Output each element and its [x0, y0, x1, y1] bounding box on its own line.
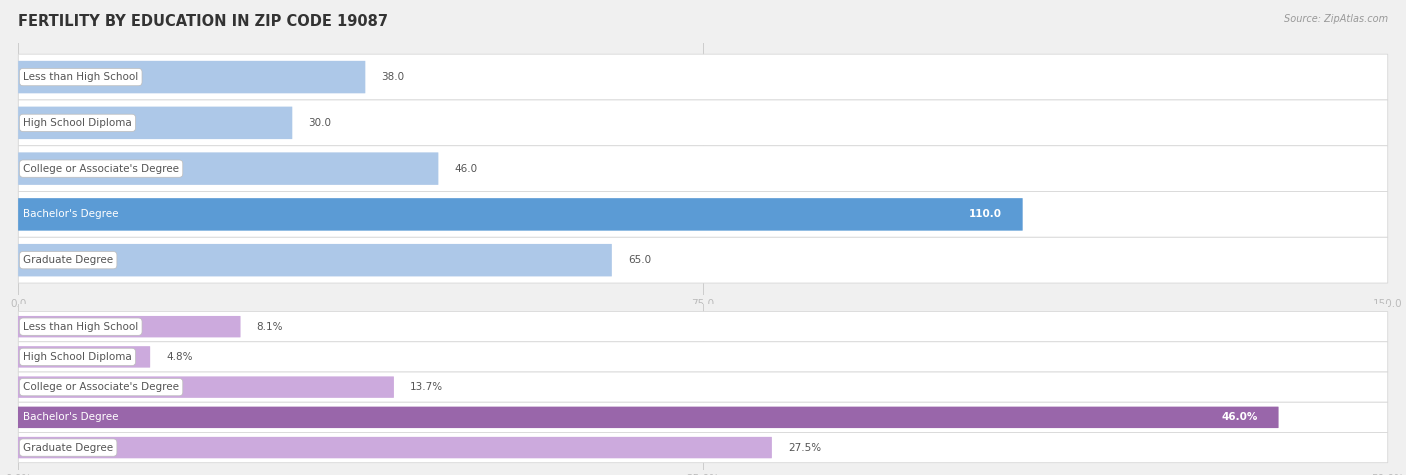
Text: College or Associate's Degree: College or Associate's Degree — [22, 382, 179, 392]
Text: Graduate Degree: Graduate Degree — [22, 255, 114, 265]
Text: 38.0: 38.0 — [381, 72, 405, 82]
FancyBboxPatch shape — [18, 146, 1388, 191]
FancyBboxPatch shape — [18, 61, 366, 93]
Text: High School Diploma: High School Diploma — [22, 118, 132, 128]
Text: 4.8%: 4.8% — [166, 352, 193, 362]
FancyBboxPatch shape — [18, 372, 1388, 402]
FancyBboxPatch shape — [18, 244, 612, 276]
FancyBboxPatch shape — [18, 198, 1022, 231]
Text: 110.0: 110.0 — [969, 209, 1002, 219]
FancyBboxPatch shape — [18, 238, 1388, 283]
FancyBboxPatch shape — [18, 312, 1388, 342]
FancyBboxPatch shape — [18, 342, 1388, 372]
Text: Bachelor's Degree: Bachelor's Degree — [22, 209, 118, 219]
FancyBboxPatch shape — [18, 191, 1388, 238]
FancyBboxPatch shape — [18, 54, 1388, 100]
FancyBboxPatch shape — [18, 316, 240, 337]
FancyBboxPatch shape — [18, 407, 1278, 428]
Text: 13.7%: 13.7% — [411, 382, 443, 392]
Text: 65.0: 65.0 — [628, 255, 651, 265]
Text: College or Associate's Degree: College or Associate's Degree — [22, 163, 179, 174]
Text: FERTILITY BY EDUCATION IN ZIP CODE 19087: FERTILITY BY EDUCATION IN ZIP CODE 19087 — [18, 14, 388, 29]
Text: Less than High School: Less than High School — [22, 72, 138, 82]
Text: 27.5%: 27.5% — [787, 443, 821, 453]
Text: Source: ZipAtlas.com: Source: ZipAtlas.com — [1284, 14, 1388, 24]
Text: 8.1%: 8.1% — [256, 322, 283, 332]
Text: High School Diploma: High School Diploma — [22, 352, 132, 362]
FancyBboxPatch shape — [18, 152, 439, 185]
Text: 46.0: 46.0 — [454, 163, 478, 174]
FancyBboxPatch shape — [18, 402, 1388, 432]
Text: Less than High School: Less than High School — [22, 322, 138, 332]
Text: Bachelor's Degree: Bachelor's Degree — [22, 412, 118, 422]
FancyBboxPatch shape — [18, 106, 292, 139]
FancyBboxPatch shape — [18, 432, 1388, 463]
Text: 30.0: 30.0 — [308, 118, 332, 128]
FancyBboxPatch shape — [18, 100, 1388, 146]
FancyBboxPatch shape — [18, 346, 150, 368]
Text: Graduate Degree: Graduate Degree — [22, 443, 114, 453]
FancyBboxPatch shape — [18, 437, 772, 458]
FancyBboxPatch shape — [18, 376, 394, 398]
Text: 46.0%: 46.0% — [1222, 412, 1257, 422]
